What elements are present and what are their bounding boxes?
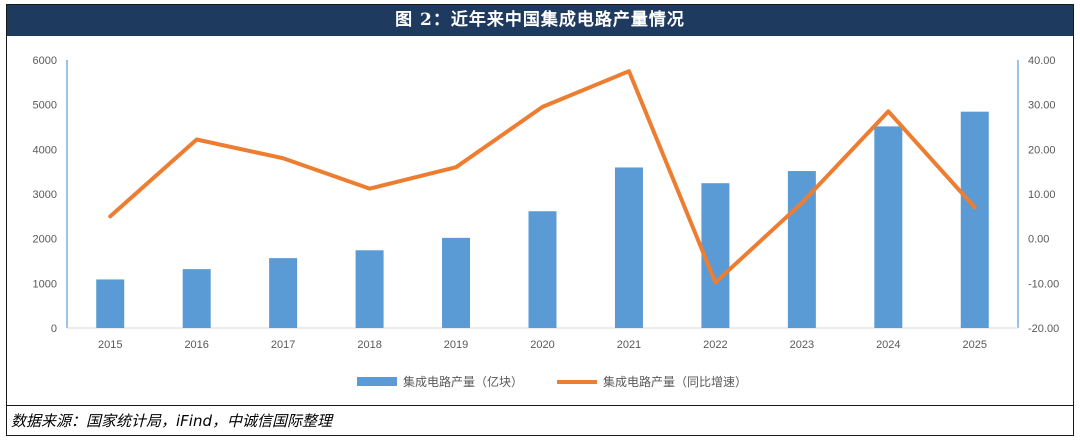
chart-title: 图 2：近年来中国集成电路产量情况 [7, 5, 1073, 36]
x-tick-label: 2017 [271, 339, 295, 351]
legend-bar-label: 集成电路产量（亿块） [403, 374, 523, 389]
bar-2025 [960, 111, 989, 328]
y2-tick-label: 40.00 [1028, 55, 1056, 67]
y-tick-label: 4000 [33, 144, 57, 156]
x-tick-label: 2021 [617, 339, 641, 351]
data-source-note: 数据来源：国家统计局，iFind，中诚信国际整理 [7, 405, 1073, 435]
y-tick-label: 5000 [33, 100, 57, 112]
y2-tick-label: 10.00 [1028, 189, 1056, 201]
y2-tick-label: -20.00 [1028, 323, 1059, 335]
bar-2015 [96, 279, 125, 328]
bar-2024 [874, 126, 903, 328]
y2-tick-label: 20.00 [1028, 144, 1056, 156]
bar-2020 [528, 211, 557, 328]
legend-line-label: 集成电路产量（同比增速） [603, 374, 747, 389]
y2-tick-label: 0.00 [1028, 234, 1049, 246]
legend-bar-swatch [357, 377, 397, 386]
x-tick-label: 2022 [703, 339, 727, 351]
y-tick-label: 3000 [33, 189, 57, 201]
x-tick-label: 2023 [790, 339, 814, 351]
bar-2023 [787, 171, 816, 328]
bar-2017 [269, 258, 298, 328]
figure-frame: 图 2：近年来中国集成电路产量情况 0 1000 2000 3000 4000 5000 6… [6, 4, 1074, 436]
y2-tick-label: 30.00 [1028, 100, 1056, 112]
x-tick-label: 2019 [444, 339, 468, 351]
x-tick-label: 2025 [963, 339, 987, 351]
y2-tick-label: -10.00 [1028, 278, 1059, 290]
x-tick-label: 2016 [184, 339, 208, 351]
x-tick-label: 2024 [876, 339, 900, 351]
bar-2018 [355, 250, 384, 328]
x-tick-label: 2018 [357, 339, 381, 351]
x-tick-label: 2020 [530, 339, 554, 351]
chart-area: 0 1000 2000 3000 4000 5000 6000 -20.00 -10.00 0.0… [33, 55, 1060, 389]
x-tick-label: 2015 [98, 339, 122, 351]
y-tick-label: 2000 [33, 234, 57, 246]
y-tick-label: 6000 [33, 55, 57, 67]
bar-2021 [614, 167, 643, 328]
bar-2019 [442, 237, 471, 328]
y-tick-label: 0 [51, 323, 57, 335]
y-tick-label: 1000 [33, 278, 57, 290]
bar-2016 [182, 269, 211, 328]
